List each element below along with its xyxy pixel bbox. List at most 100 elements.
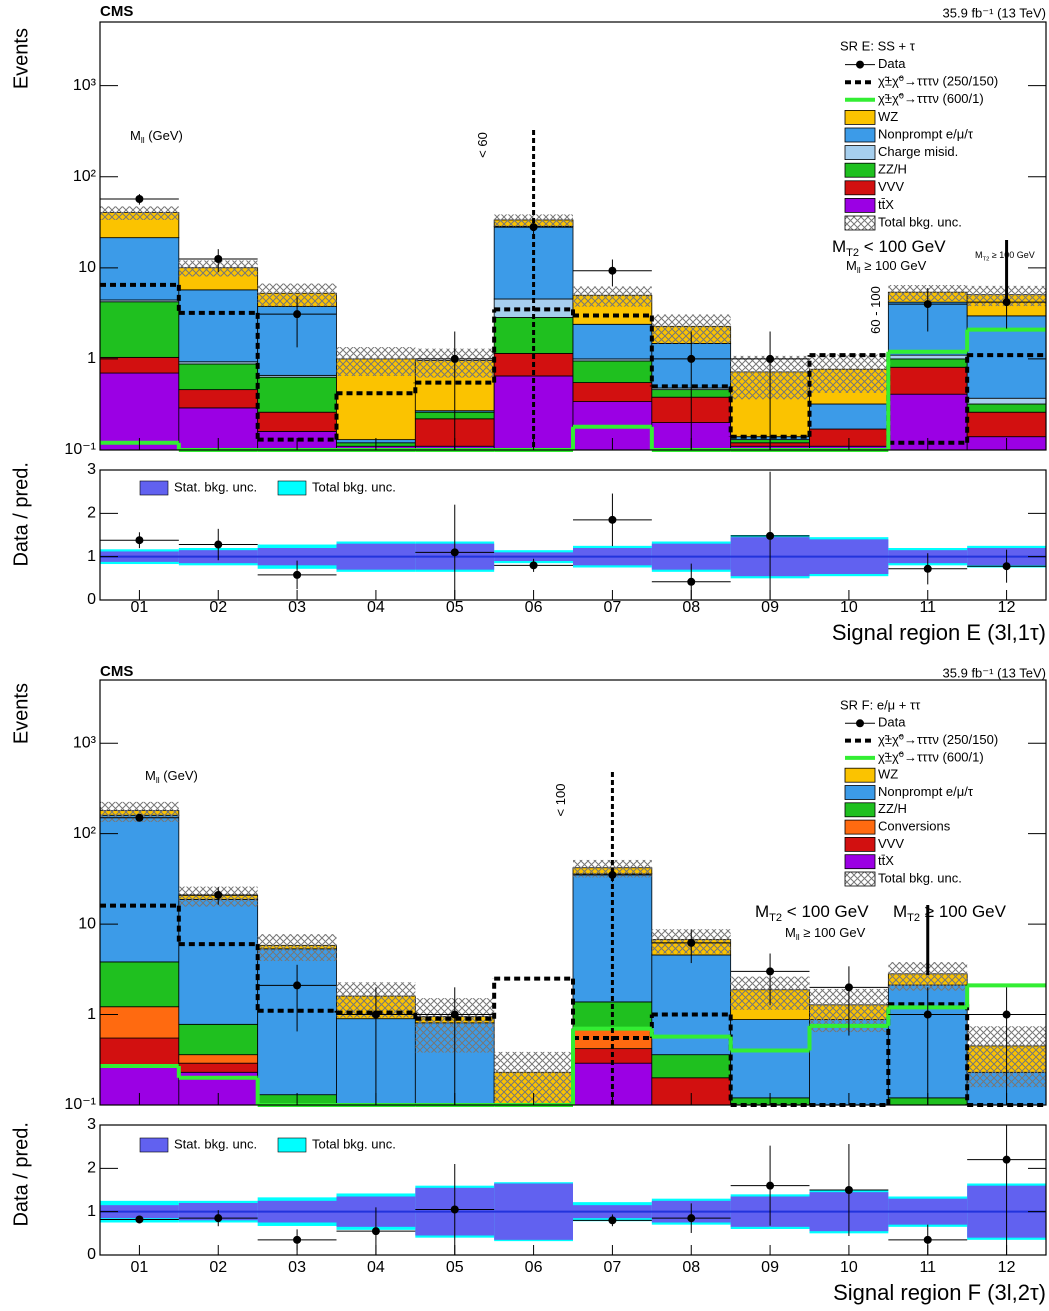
annotation-part: M: [755, 902, 769, 921]
data-point: [293, 981, 302, 990]
x-tick-label: 08: [682, 599, 700, 616]
annotation: MT2 ≥ 100 GeV: [893, 902, 1007, 924]
ratio-point: [293, 570, 302, 579]
y-tick-label: 1: [87, 548, 96, 565]
legend-swatch: [844, 127, 876, 143]
lumi-label: 35.9 fb⁻¹ (13 TeV): [943, 5, 1046, 20]
annotation-part: ≥ 100 GeV: [800, 925, 866, 940]
stack-segment: [99, 1037, 180, 1068]
legend-label: Stat. bkg. unc.: [174, 479, 257, 494]
y-tick-label: 10²: [73, 168, 97, 185]
legend-swatch: [856, 719, 864, 728]
annotation-part: < 100 GeV: [859, 237, 946, 256]
x-tick-label: 12: [998, 1259, 1016, 1276]
legend-label: Stat. bkg. unc.: [174, 1136, 257, 1151]
stack-segment: [966, 411, 1047, 438]
legend-swatch: [277, 1137, 307, 1153]
annotation-part: ll: [156, 775, 160, 785]
stack-segment: [572, 323, 653, 360]
legend-swatch: [844, 145, 876, 161]
data-point: [923, 300, 932, 309]
ratio-point: [450, 548, 459, 557]
y-tick-label: 10⁻¹: [64, 441, 96, 458]
stack-segment: [99, 372, 180, 451]
annotation-part: < 100 GeV: [782, 902, 869, 921]
legend-label: Nonprompt e/μ/τ: [878, 784, 974, 799]
legend-swatch: [844, 854, 876, 870]
legend-swatch: [277, 480, 307, 496]
stack-segment: [178, 363, 259, 391]
plot-frame: [99, 1124, 1047, 1256]
x-tick-label: 08: [682, 1259, 700, 1276]
legend-label: χ̃±χ̃⁰→τττν (600/1): [878, 749, 984, 764]
x-tick-label: 07: [604, 599, 622, 616]
ratio-point: [135, 1215, 144, 1224]
annotation-part: M: [975, 250, 983, 260]
annotation-part: T2: [907, 912, 920, 924]
annotation-part: ll: [796, 932, 800, 942]
data-point: [766, 967, 775, 976]
data-point: [214, 255, 223, 264]
stack-segment: [178, 389, 259, 409]
legend-label: VVV: [878, 836, 904, 851]
stack-segment: [178, 1062, 259, 1073]
data-point: [844, 983, 853, 992]
stack-segment: [99, 1006, 180, 1039]
data-point: [687, 938, 696, 947]
legend-label: WZ: [878, 767, 898, 782]
x-tick-label: 11: [919, 1259, 936, 1276]
unc-hatch: [100, 206, 179, 220]
y-tick-label: 3: [87, 1116, 96, 1133]
legend-swatch: [844, 767, 876, 783]
legend-label: Nonprompt e/μ/τ: [878, 126, 974, 141]
legend-swatch: [139, 1137, 169, 1153]
annotation: Mll ≥ 100 GeV: [846, 258, 927, 275]
annotation: MT2 < 100 GeV: [755, 902, 869, 924]
x-axis-label: Signal region F (3l,2τ): [833, 1280, 1046, 1305]
y-tick-label: 10³: [73, 734, 97, 751]
legend-title: SR E: SS + τ: [840, 38, 916, 53]
x-tick-label: 03: [288, 599, 306, 616]
x-tick-label: 02: [209, 1259, 227, 1276]
legend-label: Data: [878, 56, 906, 71]
annotation-part: ≥ 100 GeV: [989, 250, 1034, 260]
legend-swatch: [844, 110, 876, 125]
legend-label: Total bkg. unc.: [878, 870, 962, 885]
ratio-point: [844, 1186, 853, 1194]
stack-segment: [178, 1023, 259, 1056]
annotation: < 100: [553, 784, 568, 817]
annotation-part: (GeV): [145, 128, 183, 143]
annotation-part: M: [832, 237, 846, 256]
annotation-part: < 60: [475, 132, 490, 158]
stack-segment: [651, 954, 732, 1056]
stack-segment: [99, 961, 180, 1008]
x-tick-label: 11: [919, 599, 936, 616]
legend-label: Charge misid.: [878, 144, 958, 159]
legend-label: Conversions: [878, 819, 951, 834]
annotation-part: ≥ 100 GeV: [920, 902, 1007, 921]
annotation-part: M: [846, 258, 857, 273]
stack-segment: [178, 1054, 259, 1064]
annotation: Mll (GeV): [130, 128, 183, 145]
y-tick-label: 1: [87, 1203, 96, 1220]
annotation-part: < 100: [553, 784, 568, 817]
unc-hatch: [573, 286, 652, 307]
x-tick-label: 05: [446, 1259, 464, 1276]
annotation-part: 60 - 100: [868, 286, 883, 334]
legend-swatch: [844, 180, 876, 196]
stack-segment: [809, 403, 889, 430]
annotation: 60 - 100: [868, 286, 883, 334]
annotation-part: T2: [983, 256, 990, 262]
legend-swatch: [844, 837, 876, 852]
legend-swatch: [844, 162, 876, 178]
x-tick-label: 06: [525, 1259, 543, 1276]
ratio-point: [687, 577, 696, 586]
legend-label: tt̄X: [878, 197, 894, 212]
legend-swatch: [844, 785, 876, 800]
legend-label: Data: [878, 715, 906, 730]
data-point: [766, 354, 775, 363]
legend-label: χ̃±χ̃⁰→τττν (250/150): [878, 732, 998, 747]
stack-segment: [966, 403, 1047, 413]
unc-hatch: [336, 347, 416, 376]
